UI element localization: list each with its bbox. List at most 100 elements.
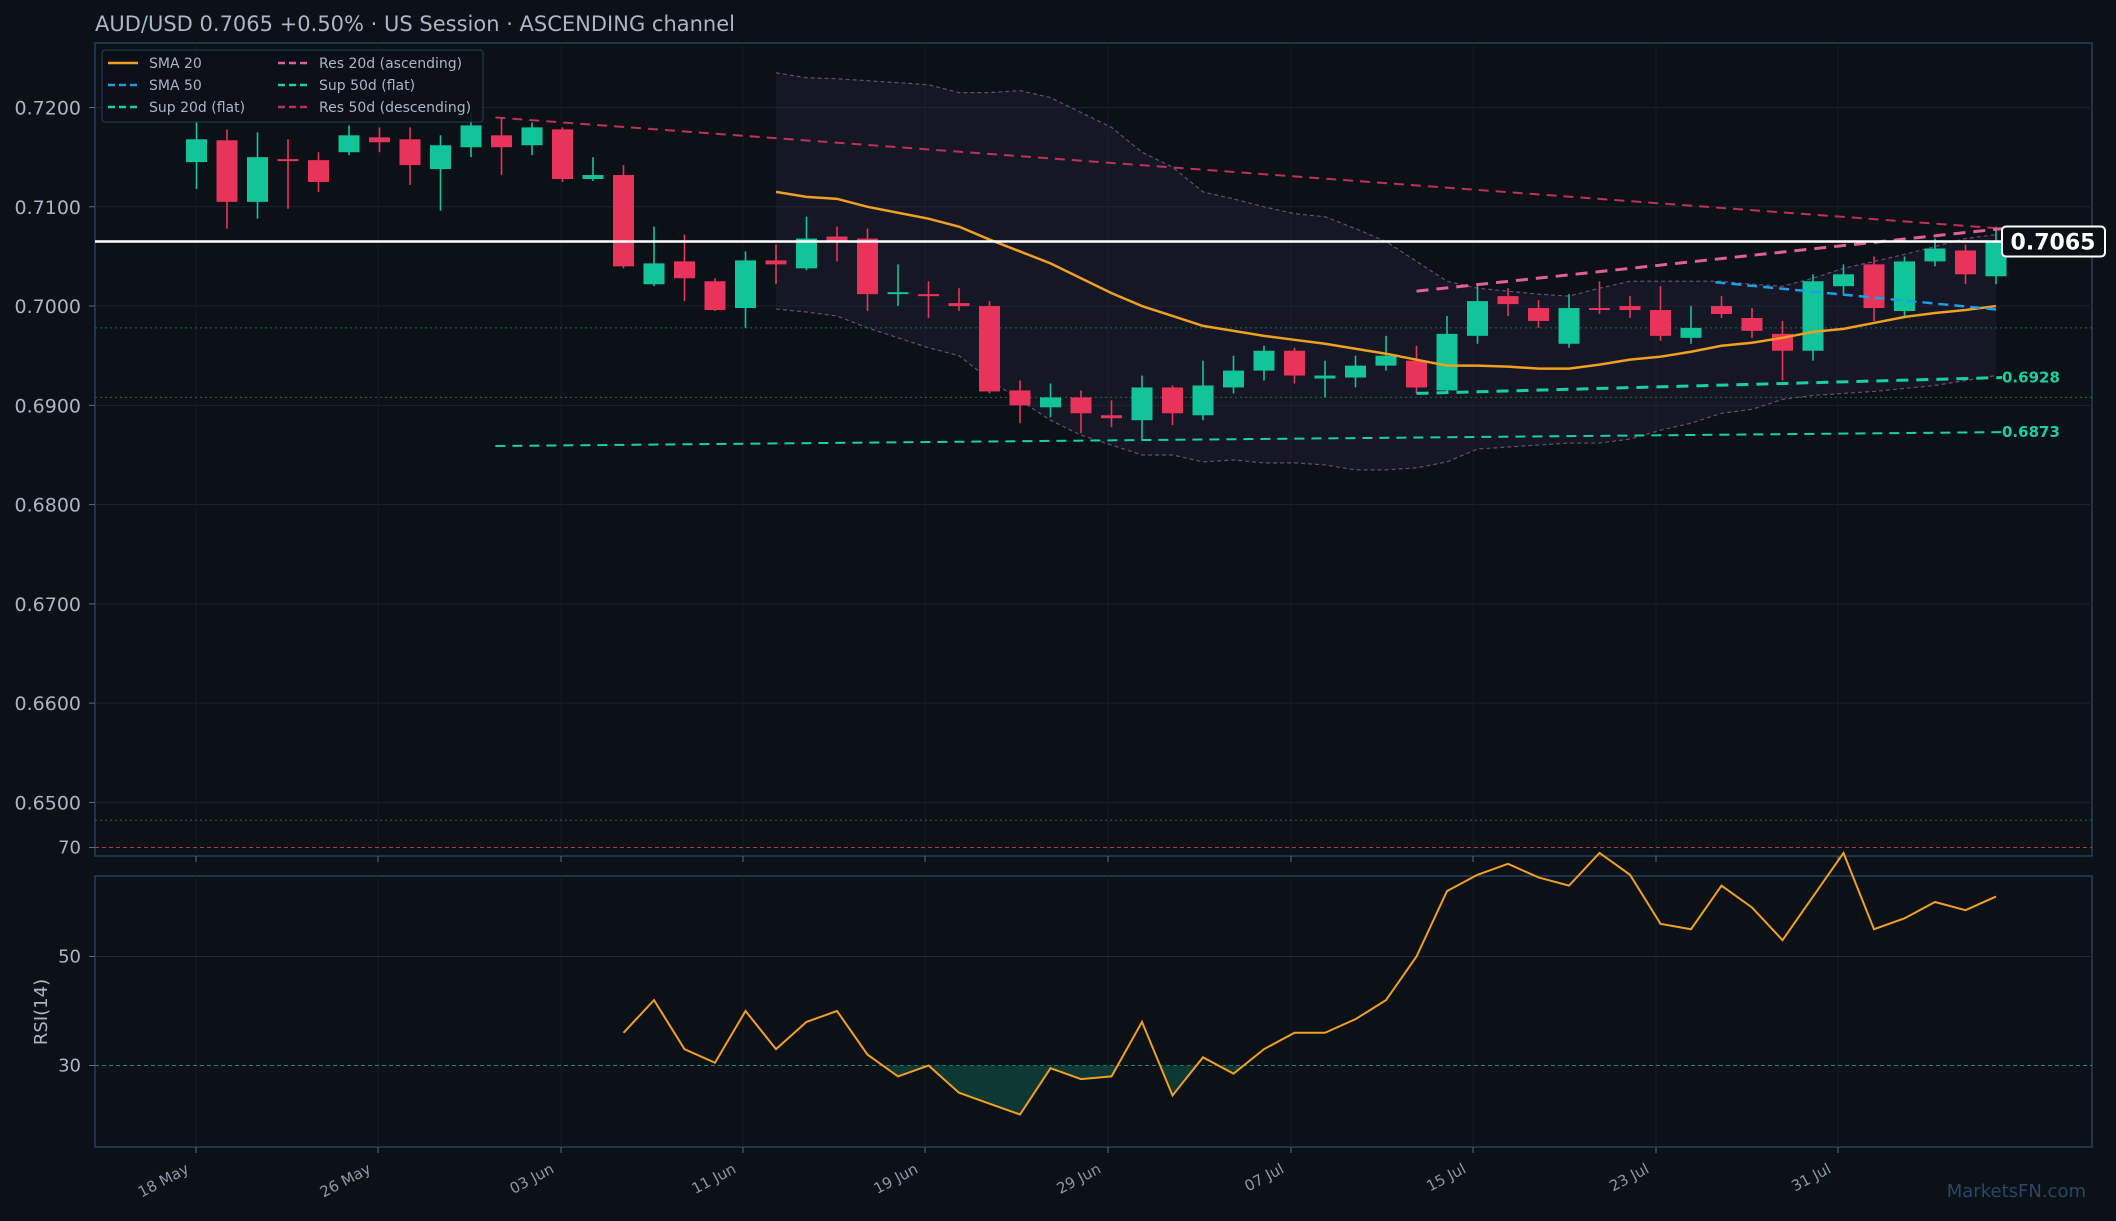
candle-body-bear	[1497, 296, 1519, 305]
candle-body-bull	[1375, 355, 1397, 366]
candle-body-bull	[1558, 308, 1580, 344]
price-tick-label: 0.6700	[15, 594, 81, 616]
candle-body-bull	[1924, 248, 1946, 262]
candle-body-bull	[735, 260, 756, 309]
candle-body-bear	[277, 159, 299, 162]
candle-body-bull	[887, 292, 909, 295]
candle-body-bull	[1680, 327, 1702, 338]
candle-body-bull	[1314, 375, 1336, 379]
candle-body-bear	[399, 139, 421, 166]
line-sma-50	[1715, 280, 2003, 312]
candle-body-bear	[979, 306, 1000, 392]
price-tick-label: 0.6800	[15, 495, 81, 517]
rsi-tick-label: 30	[58, 1056, 81, 1077]
channel-band-fill	[776, 72, 1996, 470]
rsi-line	[622, 850, 1997, 1116]
candle-body-bear	[1101, 415, 1122, 419]
candle-body-bear	[1955, 250, 1976, 275]
price-tick-label: 0.6900	[15, 395, 81, 417]
legend-label: Sup 50d (flat)	[319, 78, 415, 94]
candle-body-bull	[430, 145, 451, 170]
rsi-tick-label: 50	[58, 947, 81, 968]
legend-label: SMA 50	[149, 78, 202, 94]
level-label: 0.6928	[2002, 369, 2060, 387]
candle-body-bear	[1528, 308, 1549, 321]
price-tick-label: 0.6600	[15, 693, 81, 715]
candle-body-bull	[186, 139, 207, 163]
candle-body-bear	[1711, 306, 1732, 315]
candle-body-bull	[521, 127, 543, 146]
candle-body-bear	[1070, 397, 1092, 414]
price-panel: 0.6500 0.6600 0.6700 0.6800 0.6900 0.7000 0.71…	[15, 42, 2106, 862]
candle-body-bull	[1223, 370, 1244, 388]
candle-body-bear	[1406, 360, 1427, 388]
channel-upper-line	[775, 72, 1997, 297]
legend-label: SMA 20	[149, 56, 202, 72]
candle-body-bear	[674, 261, 695, 279]
level-label: 0.6873	[2002, 423, 2060, 441]
line-res-20d-ascending	[1416, 227, 2003, 293]
rsi-axis-label: RSI(14)	[31, 979, 52, 1045]
candle-body-bull	[796, 238, 817, 269]
sma20-line	[775, 190, 1997, 370]
candle-body-bear	[1863, 264, 1885, 309]
candle-body-bull	[582, 175, 604, 179]
candle-body-bear	[1741, 317, 1763, 331]
candle-body-bear	[1284, 350, 1305, 376]
legend-label: Sup 20d (flat)	[149, 100, 245, 116]
candle-body-bear	[1589, 308, 1610, 311]
price-panel-frame	[94, 42, 2093, 857]
candle-body-bear	[1162, 387, 1183, 414]
rsi-oversold-fill	[1081, 1065, 1112, 1080]
candle-body-bear	[308, 160, 329, 182]
channel-lower-line	[775, 308, 1997, 471]
candle-body-bull	[1345, 365, 1366, 378]
candle-body-bear	[613, 175, 634, 267]
line-res-50d-descending	[495, 116, 2003, 230]
candle-body-bear	[491, 135, 512, 148]
candle-body-bull	[1467, 301, 1488, 336]
rsi-tick-label: 70	[58, 838, 81, 859]
candle-body-bull	[247, 157, 268, 202]
candle-body-bull	[643, 263, 665, 285]
candle-body-bull	[1040, 397, 1061, 408]
legend-label: Res 50d (descending)	[319, 100, 471, 116]
price-tick-label: 0.7000	[15, 296, 81, 318]
line-sup-50d-flat	[495, 431, 2003, 448]
watermark: MarketsFN.com	[1947, 1181, 2086, 1202]
candle-body-bear	[948, 303, 970, 307]
price-tick-label: 0.6500	[15, 792, 81, 814]
candle-body-bull	[1436, 333, 1458, 391]
last-price-badge	[2001, 225, 2106, 258]
candle-body-bull	[460, 125, 482, 148]
candle-body-bear	[369, 137, 390, 143]
candle-body-bull	[1833, 274, 1854, 287]
candle-body-bear	[704, 281, 726, 311]
legend: SMA 20 SMA 50 Sup 20d (flat) Res 20d (ascen…	[101, 49, 484, 123]
line-sup-20d-flat	[1416, 376, 2003, 395]
rsi-oversold-fill	[989, 1065, 1020, 1115]
candle-body-bear	[765, 260, 787, 265]
candle-body-bear	[1650, 310, 1671, 336]
price-tick-label: 0.7100	[15, 197, 81, 219]
candle-body-bull	[1894, 261, 1915, 312]
candle-body-bear	[918, 294, 939, 297]
chart-title: AUD/USD 0.7065 +0.50% · US Session · ASC…	[95, 12, 735, 36]
candle-body-bear	[1009, 390, 1031, 406]
candle-body-bear	[1619, 306, 1641, 311]
candle-body-bear	[552, 129, 573, 179]
last-price-label: 0.7065	[2011, 231, 2096, 256]
candle-body-bull	[338, 135, 360, 153]
rsi-panel-frame	[94, 875, 2093, 1148]
price-tick-label: 0.7200	[15, 98, 81, 120]
candle-body-bear	[216, 140, 238, 202]
legend-label: Res 20d (ascending)	[319, 56, 462, 72]
candle-body-bull	[1253, 350, 1275, 371]
candle-body-bull	[1131, 387, 1153, 421]
candle-body-bear	[857, 238, 878, 295]
candle-body-bear	[826, 236, 848, 241]
candle-body-bull	[1192, 385, 1214, 416]
